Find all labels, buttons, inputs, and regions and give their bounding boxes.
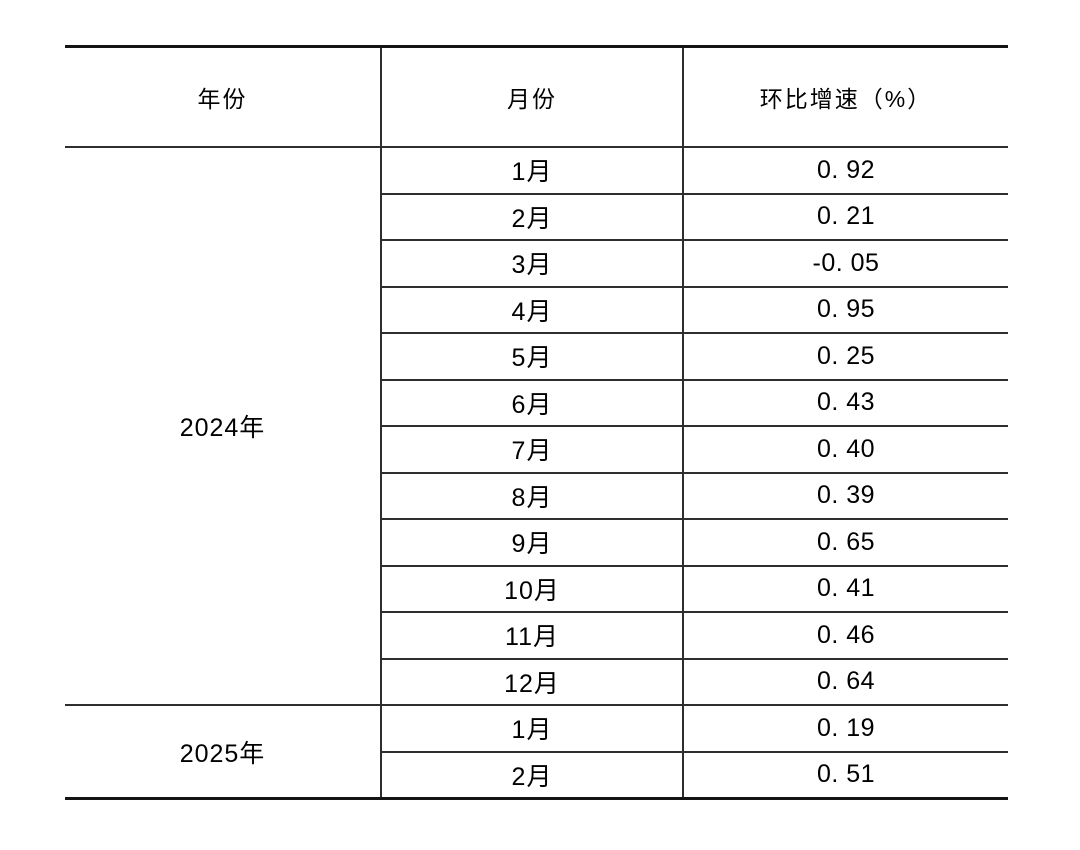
- growth-table: 年份 月份 环比增速（%） 2024年 1月 0. 92 2月 0. 21 3月 -0. 0…: [65, 45, 1008, 800]
- value-cell: 0. 19: [682, 705, 1008, 753]
- value-cell: 0. 65: [682, 519, 1008, 567]
- value-cell: 0. 46: [682, 612, 1008, 660]
- value-cell: 0. 43: [682, 379, 1008, 427]
- table-row: 8月 0. 39: [65, 472, 1008, 520]
- table-row: 6月 0. 43: [65, 379, 1008, 427]
- month-cell: 4月: [380, 286, 683, 334]
- table-row: 12月 0. 64: [65, 658, 1008, 706]
- value-cell: 0. 92: [682, 147, 1008, 195]
- value-cell: 0. 64: [682, 658, 1008, 706]
- header-month: 月份: [380, 46, 683, 148]
- table-body: 2024年 1月 0. 92 2月 0. 21 3月 -0. 05 4月 0. 95 5月 0. 2…: [65, 147, 1008, 800]
- value-cell: -0. 05: [682, 240, 1008, 288]
- month-cell: 12月: [380, 658, 683, 706]
- month-cell: 2月: [380, 751, 683, 800]
- header-growth-rate: 环比增速（%）: [682, 46, 1008, 148]
- month-cell: 6月: [380, 379, 683, 427]
- value-cell: 0. 25: [682, 333, 1008, 381]
- header-row: 年份 月份 环比增速（%）: [65, 46, 1008, 148]
- month-cell: 8月: [380, 472, 683, 520]
- value-cell: 0. 21: [682, 193, 1008, 241]
- table-row: 7月 0. 40: [65, 426, 1008, 474]
- table-row: 2月 0. 21: [65, 193, 1008, 241]
- month-cell: 7月: [380, 426, 683, 474]
- table-row: 2025年 1月 0. 19: [65, 705, 1008, 800]
- month-cell: 11月: [380, 612, 683, 660]
- year-cell: 2024年: [65, 147, 381, 706]
- month-cell: 3月: [380, 240, 683, 288]
- table-row: 11月 0. 46: [65, 612, 1008, 660]
- table-row: 3月 -0. 05: [65, 240, 1008, 288]
- value-cell: 0. 95: [682, 286, 1008, 334]
- month-cell: 2月: [380, 193, 683, 241]
- table-row: 4月 0. 95: [65, 286, 1008, 334]
- month-cell: 1月: [380, 705, 683, 753]
- table-header: 年份 月份 环比增速（%）: [65, 46, 1008, 148]
- table-row: 10月 0. 41: [65, 565, 1008, 613]
- value-cell: 0. 41: [682, 565, 1008, 613]
- month-cell: 10月: [380, 565, 683, 613]
- table-row: 5月 0. 25: [65, 333, 1008, 381]
- header-year: 年份: [65, 46, 381, 148]
- table-row: 2月 0. 51: [65, 751, 1008, 800]
- value-cell: 0. 51: [682, 751, 1008, 800]
- month-cell: 9月: [380, 519, 683, 567]
- table-row: 2024年 1月 0. 92: [65, 147, 1008, 706]
- value-cell: 0. 39: [682, 472, 1008, 520]
- table-row: 9月 0. 65: [65, 519, 1008, 567]
- year-cell: 2025年: [65, 705, 381, 800]
- month-cell: 1月: [380, 147, 683, 195]
- month-cell: 5月: [380, 333, 683, 381]
- value-cell: 0. 40: [682, 426, 1008, 474]
